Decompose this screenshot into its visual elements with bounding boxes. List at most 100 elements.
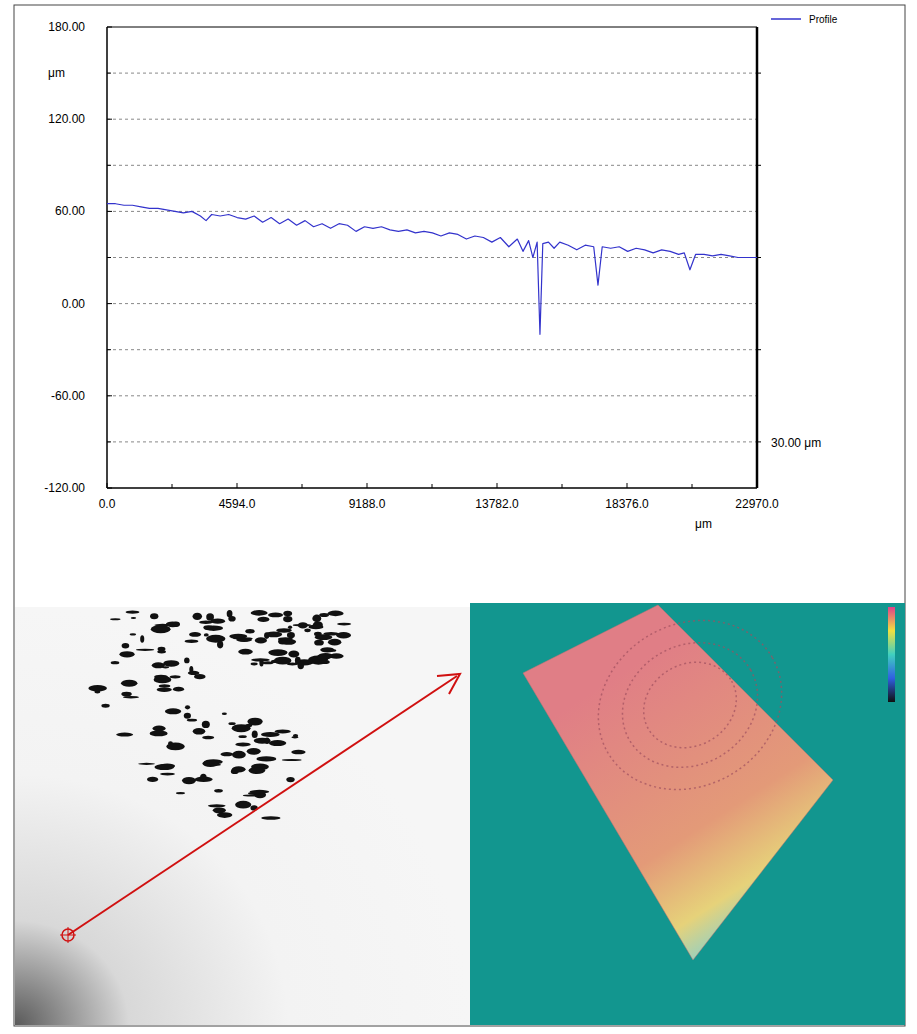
y-minor-tick xyxy=(107,349,111,350)
feature xyxy=(314,632,322,636)
surface-ring xyxy=(600,618,781,791)
y-tick xyxy=(107,488,112,489)
x-minor-tick xyxy=(692,484,693,488)
feature xyxy=(185,705,190,709)
arrow-origin-cross xyxy=(68,927,69,943)
feature xyxy=(150,613,158,619)
feature xyxy=(275,729,291,733)
feature xyxy=(165,708,181,714)
feature xyxy=(121,692,131,697)
feature xyxy=(247,748,261,755)
grid-line xyxy=(107,257,757,258)
surface-ring xyxy=(628,646,752,765)
feature xyxy=(298,662,304,670)
feature xyxy=(123,696,139,699)
feature xyxy=(202,721,210,728)
grid-line xyxy=(107,303,757,304)
feature xyxy=(116,733,133,737)
feature xyxy=(210,764,221,766)
x-tick xyxy=(367,483,368,488)
feature xyxy=(193,613,202,620)
feature xyxy=(245,724,252,727)
feature xyxy=(184,658,189,664)
feature xyxy=(336,632,351,639)
profile-arrow xyxy=(68,676,457,935)
feature xyxy=(252,730,258,738)
feature xyxy=(176,792,185,794)
feature xyxy=(243,794,260,796)
feature xyxy=(312,615,321,623)
feature xyxy=(110,618,120,620)
feature xyxy=(304,628,310,632)
feature xyxy=(266,631,283,637)
feature xyxy=(329,649,336,652)
feature xyxy=(220,752,233,756)
y-minor-tick-right xyxy=(757,165,761,166)
feature xyxy=(136,649,154,651)
feature xyxy=(238,649,253,655)
legend-swatch xyxy=(771,18,801,20)
feature xyxy=(185,640,199,643)
feature xyxy=(131,617,136,619)
y-tick-label: -120.00 xyxy=(44,481,85,495)
feature xyxy=(170,675,181,678)
y-tick xyxy=(107,119,112,120)
x-minor-tick xyxy=(302,484,303,488)
grid-line xyxy=(107,73,757,74)
feature xyxy=(249,767,266,774)
y-minor-tick xyxy=(107,257,111,258)
feature xyxy=(121,680,137,687)
x-tick-label: 22970.0 xyxy=(735,497,779,511)
feature xyxy=(271,660,278,663)
y-tick xyxy=(107,303,112,304)
feature xyxy=(208,804,226,807)
feature xyxy=(286,777,294,782)
feature xyxy=(232,751,246,759)
feature xyxy=(147,777,158,782)
feature xyxy=(291,736,298,738)
surface xyxy=(523,605,833,960)
feature xyxy=(270,651,284,654)
feature xyxy=(159,684,171,687)
feature xyxy=(160,773,175,776)
feature xyxy=(314,640,324,646)
feature xyxy=(257,617,269,622)
top-axis xyxy=(107,27,757,28)
feature xyxy=(214,789,223,793)
micrograph xyxy=(15,607,470,1025)
x-axis-title: μm xyxy=(695,517,712,531)
y-minor-tick-right xyxy=(757,349,761,350)
feature xyxy=(189,632,201,637)
feature xyxy=(337,623,351,626)
feature xyxy=(168,741,173,745)
feature xyxy=(228,722,235,725)
feature xyxy=(251,663,258,666)
feature xyxy=(245,629,254,633)
feature xyxy=(235,742,250,746)
feature xyxy=(327,611,343,617)
y-minor-tick xyxy=(107,73,111,74)
figure-frame xyxy=(14,5,905,1026)
feature xyxy=(287,632,295,638)
y-tick-label: -60.00 xyxy=(51,389,85,403)
feature xyxy=(206,635,225,643)
y-minor-tick-right xyxy=(757,257,761,258)
feature xyxy=(235,801,251,809)
feature xyxy=(228,616,235,622)
y-tick xyxy=(107,211,112,212)
y-tick-label: 120.00 xyxy=(48,112,85,126)
feature xyxy=(261,816,280,820)
feature xyxy=(173,687,184,692)
feature xyxy=(130,633,136,635)
x-tick xyxy=(757,483,758,488)
feature xyxy=(229,634,247,639)
feature xyxy=(256,756,276,761)
feature xyxy=(232,766,246,772)
feature xyxy=(251,658,270,661)
micrograph-features xyxy=(88,610,351,820)
feature xyxy=(222,712,227,714)
feature xyxy=(282,759,302,761)
x-minor-tick xyxy=(432,484,433,488)
feature xyxy=(122,643,130,648)
series-group xyxy=(107,204,757,335)
